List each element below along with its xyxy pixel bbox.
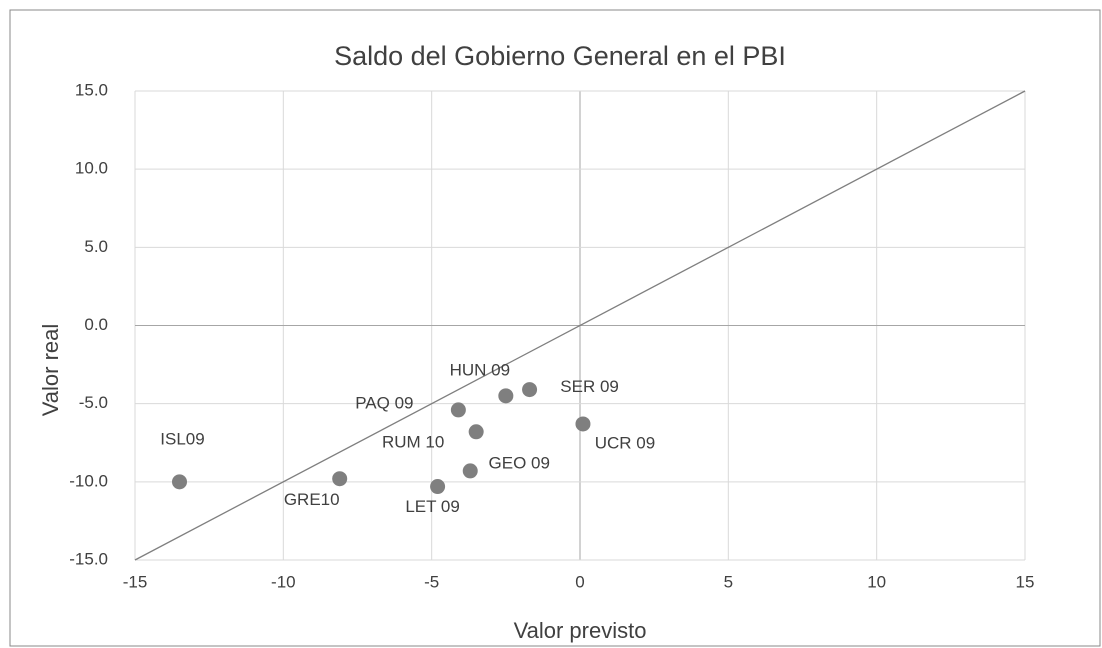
- y-tick-label: -10.0: [69, 471, 108, 490]
- chart-frame: [9, 9, 1101, 647]
- point-label: ISL09: [160, 429, 204, 448]
- y-tick-label: 10.0: [75, 159, 108, 178]
- point: [450, 402, 466, 418]
- y-tick-label: 0.0: [84, 315, 108, 334]
- y-axis-label: Valor real: [38, 324, 63, 417]
- x-tick-label: -10: [271, 572, 296, 591]
- diagonal-line: [134, 90, 1026, 561]
- point-label: UCR 09: [595, 433, 655, 452]
- y-tick-label: 5.0: [84, 237, 108, 256]
- y-tick-label: -15.0: [69, 549, 108, 568]
- x-tick-label: 5: [724, 572, 733, 591]
- point: [522, 382, 538, 398]
- x-tick-label: 0: [575, 572, 584, 591]
- point-label: GRE10: [284, 490, 340, 509]
- point-label: RUM 10: [382, 432, 444, 451]
- point: [468, 424, 484, 440]
- point: [332, 471, 348, 487]
- point: [498, 388, 514, 404]
- point-label: GEO 09: [489, 453, 550, 472]
- point-label: PAQ 09: [355, 393, 413, 412]
- x-tick-label: -5: [424, 572, 439, 591]
- x-axis-label: Valor previsto: [514, 618, 647, 643]
- point-label: LET 09: [405, 497, 460, 516]
- x-tick-label: -15: [123, 572, 148, 591]
- point-label: SER 09: [560, 377, 619, 396]
- point-label: HUN 09: [450, 360, 510, 379]
- point: [430, 479, 446, 495]
- x-tick-label: 10: [867, 572, 886, 591]
- point: [462, 463, 478, 479]
- point: [172, 474, 187, 490]
- point: [575, 416, 591, 432]
- x-tick-label: 15: [1016, 572, 1035, 591]
- y-tick-label: 15.0: [75, 80, 108, 99]
- y-tick-label: -5.0: [79, 393, 108, 412]
- chart-title: Saldo del Gobierno General en el PBI: [334, 41, 786, 71]
